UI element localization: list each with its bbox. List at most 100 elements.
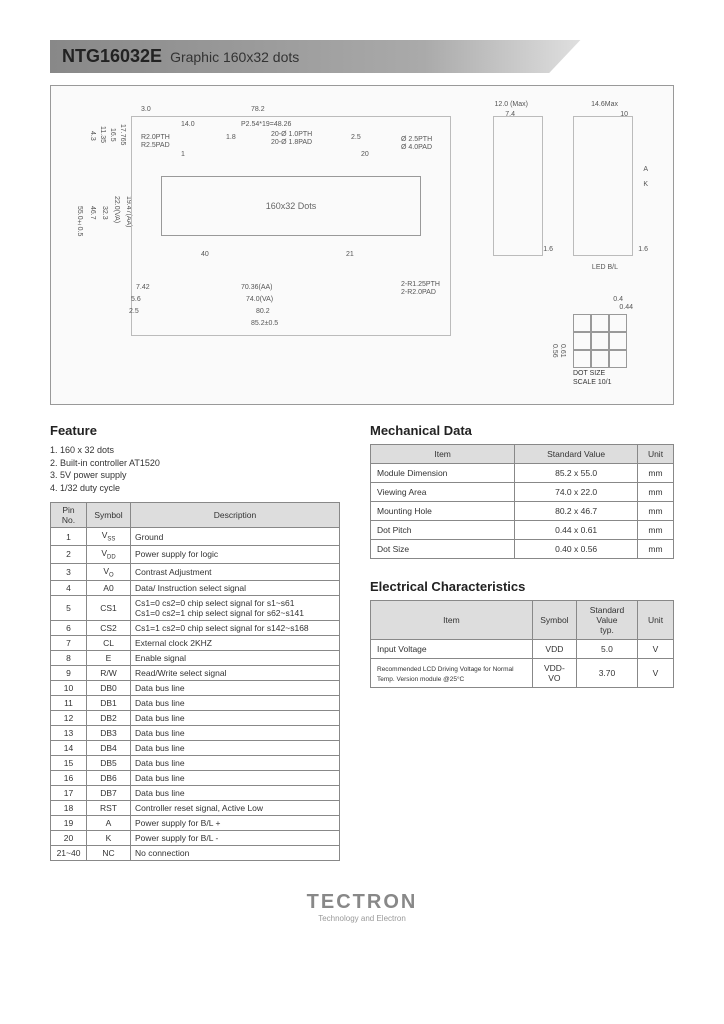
dim: 2-R1.25PTH (401, 281, 440, 288)
table-cell: mm (638, 540, 674, 559)
table-row: 14DB4Data bus line (51, 741, 340, 756)
header: NTG16032E Graphic 160x32 dots (50, 40, 674, 73)
table-cell: 9 (51, 666, 87, 681)
table-cell: 17 (51, 786, 87, 801)
table-cell: Input Voltage (371, 640, 533, 659)
table-cell: DB0 (87, 681, 131, 696)
table-cell: Data bus line (131, 681, 340, 696)
table-cell: 10 (51, 681, 87, 696)
dim: K (643, 181, 648, 188)
title-bar: NTG16032E Graphic 160x32 dots (50, 40, 674, 73)
table-cell: 4 (51, 581, 87, 596)
table-cell: Data bus line (131, 711, 340, 726)
table-cell: 80.2 x 46.7 (515, 502, 638, 521)
table-header: Symbol (87, 503, 131, 528)
table-row: 19APower supply for B/L + (51, 816, 340, 831)
table-cell: VDD (87, 546, 131, 564)
table-cell: 6 (51, 621, 87, 636)
table-cell: Data bus line (131, 726, 340, 741)
table-header: Item (371, 445, 515, 464)
dim: 11.35 (99, 126, 106, 143)
table-cell: Data/ Instruction select signal (131, 581, 340, 596)
table-cell: Ground (131, 528, 340, 546)
table-header: Unit (638, 445, 674, 464)
table-cell: Power supply for logic (131, 546, 340, 564)
table-header: Pin No. (51, 503, 87, 528)
table-row: Module Dimension85.2 x 55.0mm (371, 464, 674, 483)
table-cell: 0.40 x 0.56 (515, 540, 638, 559)
dim: 5.6 (131, 296, 141, 303)
table-cell: VSS (87, 528, 131, 546)
table-cell: A (87, 816, 131, 831)
dim: 74.0(VA) (246, 296, 273, 303)
table-cell: V (638, 640, 674, 659)
table-cell: 5.0 (576, 640, 637, 659)
table-cell: 18 (51, 801, 87, 816)
electrical-table: ItemSymbolStandard Valuetyp.Unit Input V… (370, 600, 674, 688)
table-cell: 0.44 x 0.61 (515, 521, 638, 540)
dim: 55.0±0.5 (76, 206, 83, 236)
table-row: 10DB0Data bus line (51, 681, 340, 696)
table-cell: Enable signal (131, 651, 340, 666)
dim: 0.44 (619, 304, 633, 311)
table-row: Viewing Area74.0 x 22.0mm (371, 483, 674, 502)
table-cell: Dot Pitch (371, 521, 515, 540)
table-cell: E (87, 651, 131, 666)
table-header: Description (131, 503, 340, 528)
table-row: 5CS1Cs1=0 cs2=0 chip select signal for s… (51, 596, 340, 621)
table-cell: Cs1=0 cs2=0 chip select signal for s1~s6… (131, 596, 340, 621)
table-cell: 2 (51, 546, 87, 564)
table-row: 9R/WRead/Write select signal (51, 666, 340, 681)
feature-item: 3. 5V power supply (50, 469, 340, 482)
table-cell: Contrast Adjustment (131, 563, 340, 581)
table-cell: 16 (51, 771, 87, 786)
dim: 3.0 (141, 106, 151, 113)
table-cell: Recommended LCD Driving Voltage for Norm… (371, 659, 533, 688)
dim: 1.6 (543, 246, 553, 253)
dim: 7.42 (136, 284, 150, 291)
table-row: 21~40NCNo connection (51, 846, 340, 861)
dim: 4.3 (89, 131, 96, 141)
table-cell: External clock 2KHZ (131, 636, 340, 651)
table-cell: DB5 (87, 756, 131, 771)
table-row: 2VDDPower supply for logic (51, 546, 340, 564)
table-row: 3VOContrast Adjustment (51, 563, 340, 581)
mechanical-table: ItemStandard ValueUnit Module Dimension8… (370, 444, 674, 559)
dim: 16.5 (109, 128, 116, 142)
table-header: Unit (638, 601, 674, 640)
table-cell: 12 (51, 711, 87, 726)
table-cell: Viewing Area (371, 483, 515, 502)
dim: 1.6 (638, 246, 648, 253)
dim: 0.61 (559, 344, 566, 358)
dim: 22.0(VA) (113, 196, 120, 223)
table-cell: 13 (51, 726, 87, 741)
led-view (573, 116, 633, 256)
table-cell: Data bus line (131, 696, 340, 711)
dim: 32.3 (101, 206, 108, 220)
table-cell: Read/Write select signal (131, 666, 340, 681)
table-cell: VDD-VO (532, 659, 576, 688)
side-view (493, 116, 543, 256)
mech-title: Mechanical Data (370, 423, 674, 438)
feature-list: 1. 160 x 32 dots 2. Built-in controller … (50, 444, 340, 494)
table-cell: NC (87, 846, 131, 861)
pin-table: Pin No.SymbolDescription 1VSSGround2VDDP… (50, 502, 340, 861)
technical-drawing: 3.0 78.2 14.0 P2.54*19=48.26 1.8 20-Ø 1.… (50, 85, 674, 405)
table-cell: VO (87, 563, 131, 581)
feature-item: 4. 1/32 duty cycle (50, 482, 340, 495)
table-cell: Dot Size (371, 540, 515, 559)
dim: 70.36(AA) (241, 284, 273, 291)
display-area: 160x32 Dots (161, 176, 421, 236)
feature-title: Feature (50, 423, 340, 438)
table-row: 13DB3Data bus line (51, 726, 340, 741)
table-cell: Mounting Hole (371, 502, 515, 521)
table-row: 8EEnable signal (51, 651, 340, 666)
table-cell: K (87, 831, 131, 846)
table-row: 12DB2Data bus line (51, 711, 340, 726)
table-header: Standard Valuetyp. (576, 601, 637, 640)
table-cell: Module Dimension (371, 464, 515, 483)
table-cell: DB4 (87, 741, 131, 756)
table-cell: DB3 (87, 726, 131, 741)
dim: 17.765 (119, 124, 126, 145)
table-cell: Data bus line (131, 741, 340, 756)
